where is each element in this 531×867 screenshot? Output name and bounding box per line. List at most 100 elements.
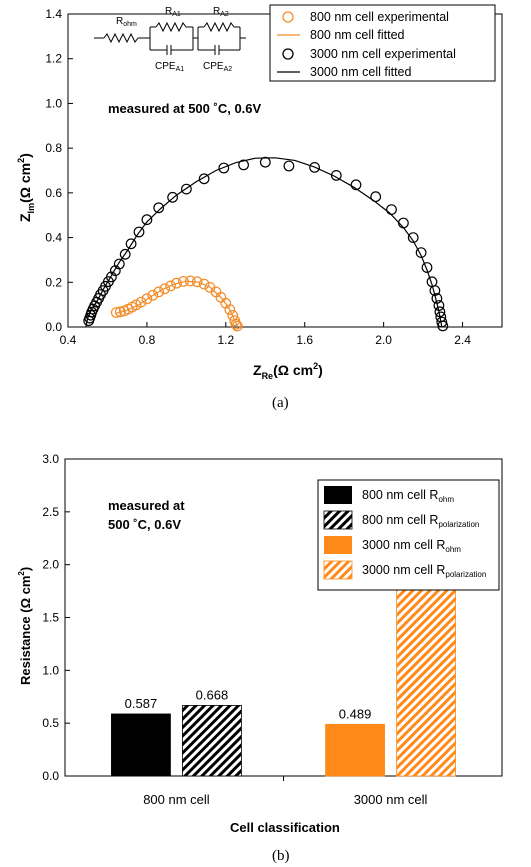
data-point-3000nm [167, 191, 179, 203]
plot-a-x-tick-label: 1.2 [217, 333, 234, 347]
legend-b-swatch-4 [323, 560, 353, 580]
plot-a-y-tick-label: 1.0 [45, 96, 62, 110]
data-point-3000nm [350, 179, 362, 191]
bar-800nm-polarization [182, 705, 242, 777]
plot-b-x-axis-label: Cell classification [230, 820, 340, 835]
legend-b-label-3: 3000 nm cell Rohm [362, 538, 461, 554]
plot-a-points [83, 156, 449, 332]
data-point-3000nm [437, 320, 449, 332]
data-point-3000nm [407, 232, 419, 244]
bar-800nm-ohm [111, 713, 171, 777]
circuit-label-cpe1: CPEA1 [155, 61, 184, 73]
plot-a-x-tick-label: 0.4 [60, 333, 77, 347]
data-point-800nm [135, 296, 147, 308]
data-point-3000nm [434, 306, 446, 318]
legend-a-marker-1 [282, 11, 294, 23]
legend-a-label-2: 800 nm cell fitted [310, 28, 405, 42]
bar-3000nm-ohm [325, 723, 385, 777]
data-point-800nm [114, 306, 126, 318]
panel-a-caption: (a) [272, 395, 289, 411]
plot-a-x-tick-label: 2.0 [375, 333, 392, 347]
data-point-800nm [184, 275, 196, 287]
data-point-3000nm [330, 169, 342, 181]
data-point-3000nm [180, 183, 192, 195]
bar-3000nm-polarization [396, 587, 456, 777]
data-point-800nm [141, 293, 153, 305]
plot-a-y-tick-label: 1.4 [45, 7, 62, 21]
plot-a-annotation: measured at 500 ˚C, 0.6V [108, 101, 262, 116]
legend-b-swatch-2 [323, 510, 353, 530]
data-point-3000nm [125, 238, 137, 250]
data-point-800nm [231, 320, 243, 332]
data-point-3000nm [433, 300, 445, 311]
data-point-3000nm [153, 202, 165, 214]
legend-b-label-2: 800 nm cell Rpolarization [362, 513, 479, 529]
plot-a-y-tick-label: 0.6 [45, 186, 62, 200]
data-point-3000nm [386, 204, 397, 216]
legend-a-label-1: 800 nm cell experimental [310, 10, 449, 24]
legend-b-label-1: 800 nm cell Rohm [362, 488, 454, 504]
panel-a: 0.4 0.8 1.2 1.6 2.0 2.4 0.0 0.2 0.4 0.6 0.8 1.0 1.2… [16, 4, 503, 411]
data-point-800nm [153, 286, 165, 298]
data-point-3000nm [113, 258, 125, 270]
plot-b-annotation-line-2: 500 ˚C, 0.6V [108, 517, 181, 532]
data-point-800nm [198, 278, 210, 290]
circuit-label-cpe2: CPEA2 [203, 61, 232, 73]
data-point-800nm [191, 276, 203, 288]
data-point-800nm [110, 307, 122, 318]
data-point-800nm [147, 289, 159, 301]
data-point-3000nm [415, 247, 427, 259]
legend-a-label-3: 3000 nm cell experimental [310, 47, 456, 61]
plot-a-y-tick-label: 0.0 [45, 320, 62, 334]
legend-a-label-4: 3000 nm cell fitted [310, 65, 411, 79]
bar-value-label: 0.489 [339, 706, 372, 721]
legend-a: 800 nm cell experimental 800 nm cell fit… [269, 4, 496, 82]
data-point-3000nm [421, 262, 433, 273]
data-point-3000nm [259, 156, 271, 168]
legend-a-marker-3 [282, 48, 294, 60]
plot-b-annotation-line-1: measured at [108, 498, 185, 513]
plot-b-y-tick-label: 3.0 [42, 452, 59, 466]
plot-b-y-tick-label: 2.5 [42, 505, 59, 519]
legend-b-label-4: 3000 nm cell Rpolarization [362, 563, 486, 579]
data-point-3000nm [198, 173, 210, 185]
data-point-3000nm [141, 214, 153, 226]
plot-b-x-ticks: 800 nm cell 3000 nm cell [143, 776, 428, 807]
plot-a-y-tick-label: 0.8 [45, 141, 62, 155]
plot-a-y-tick-label: 0.4 [45, 231, 62, 245]
plot-b-y-tick-label: 0.0 [42, 769, 59, 783]
plot-b-bars [111, 587, 456, 777]
data-point-3000nm [105, 271, 117, 283]
plot-b-y-ticks: 0.0 0.5 1.0 1.5 2.0 2.5 3.0 [42, 452, 70, 783]
equivalent-circuit [94, 21, 246, 55]
plot-b-y-tick-label: 1.0 [42, 663, 59, 677]
plot-a-x-tick-label: 0.8 [139, 333, 156, 347]
data-point-3000nm [238, 159, 250, 171]
plot-b-category-label: 3000 nm cell [354, 792, 428, 807]
data-point-800nm [159, 283, 171, 295]
legend-b-swatch-1 [324, 486, 352, 504]
plot-a-x-tick-label: 2.4 [454, 333, 471, 347]
series-line-800nm-fitted [115, 280, 239, 328]
plot-b-y-tick-label: 0.5 [42, 716, 59, 730]
plot-a-y-tick-label: 0.2 [45, 275, 62, 289]
data-point-3000nm [133, 226, 145, 238]
data-point-3000nm [429, 285, 441, 297]
plot-a-x-tick-label: 1.6 [296, 333, 313, 347]
plot-a-y-ticks: 0.0 0.2 0.4 0.6 0.8 1.0 1.2 1.4 [45, 7, 73, 334]
panel-b-caption: (b) [272, 848, 290, 864]
data-point-3000nm [119, 248, 131, 260]
plot-b-y-tick-label: 1.5 [42, 611, 59, 625]
plot-b-category-label: 800 nm cell [143, 792, 210, 807]
plot-a-x-ticks: 0.4 0.8 1.2 1.6 2.0 2.4 [60, 322, 471, 347]
data-point-800nm [165, 280, 177, 292]
data-point-800nm [171, 277, 182, 289]
data-point-3000nm [398, 217, 409, 229]
data-point-3000nm [218, 162, 230, 174]
bar-value-label: 0.668 [196, 687, 229, 702]
plot-b-y-axis-label: Resistance (Ω cm2) [17, 567, 33, 685]
plot-a-y-tick-label: 1.2 [45, 52, 62, 66]
data-point-800nm [230, 318, 242, 330]
